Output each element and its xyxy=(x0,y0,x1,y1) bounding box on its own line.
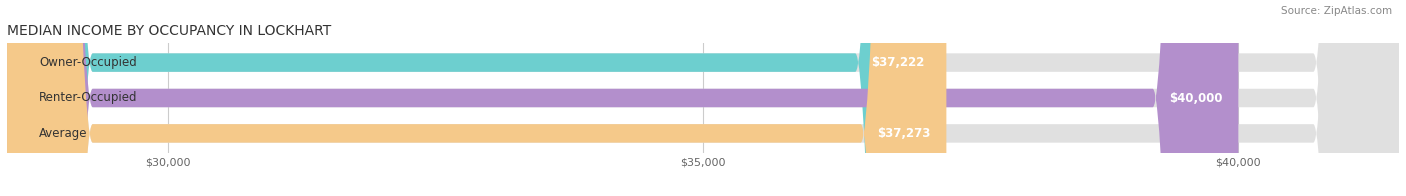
Text: Owner-Occupied: Owner-Occupied xyxy=(39,56,136,69)
Text: Source: ZipAtlas.com: Source: ZipAtlas.com xyxy=(1281,6,1392,16)
Text: $40,000: $40,000 xyxy=(1168,92,1222,104)
Text: $37,222: $37,222 xyxy=(872,56,925,69)
FancyBboxPatch shape xyxy=(7,0,1399,196)
Text: Renter-Occupied: Renter-Occupied xyxy=(39,92,138,104)
FancyBboxPatch shape xyxy=(7,0,1399,196)
Text: MEDIAN INCOME BY OCCUPANCY IN LOCKHART: MEDIAN INCOME BY OCCUPANCY IN LOCKHART xyxy=(7,24,332,38)
FancyBboxPatch shape xyxy=(7,0,1239,196)
FancyBboxPatch shape xyxy=(7,0,1399,196)
Text: Average: Average xyxy=(39,127,87,140)
FancyBboxPatch shape xyxy=(7,0,946,196)
FancyBboxPatch shape xyxy=(7,0,941,196)
Text: $37,273: $37,273 xyxy=(877,127,931,140)
